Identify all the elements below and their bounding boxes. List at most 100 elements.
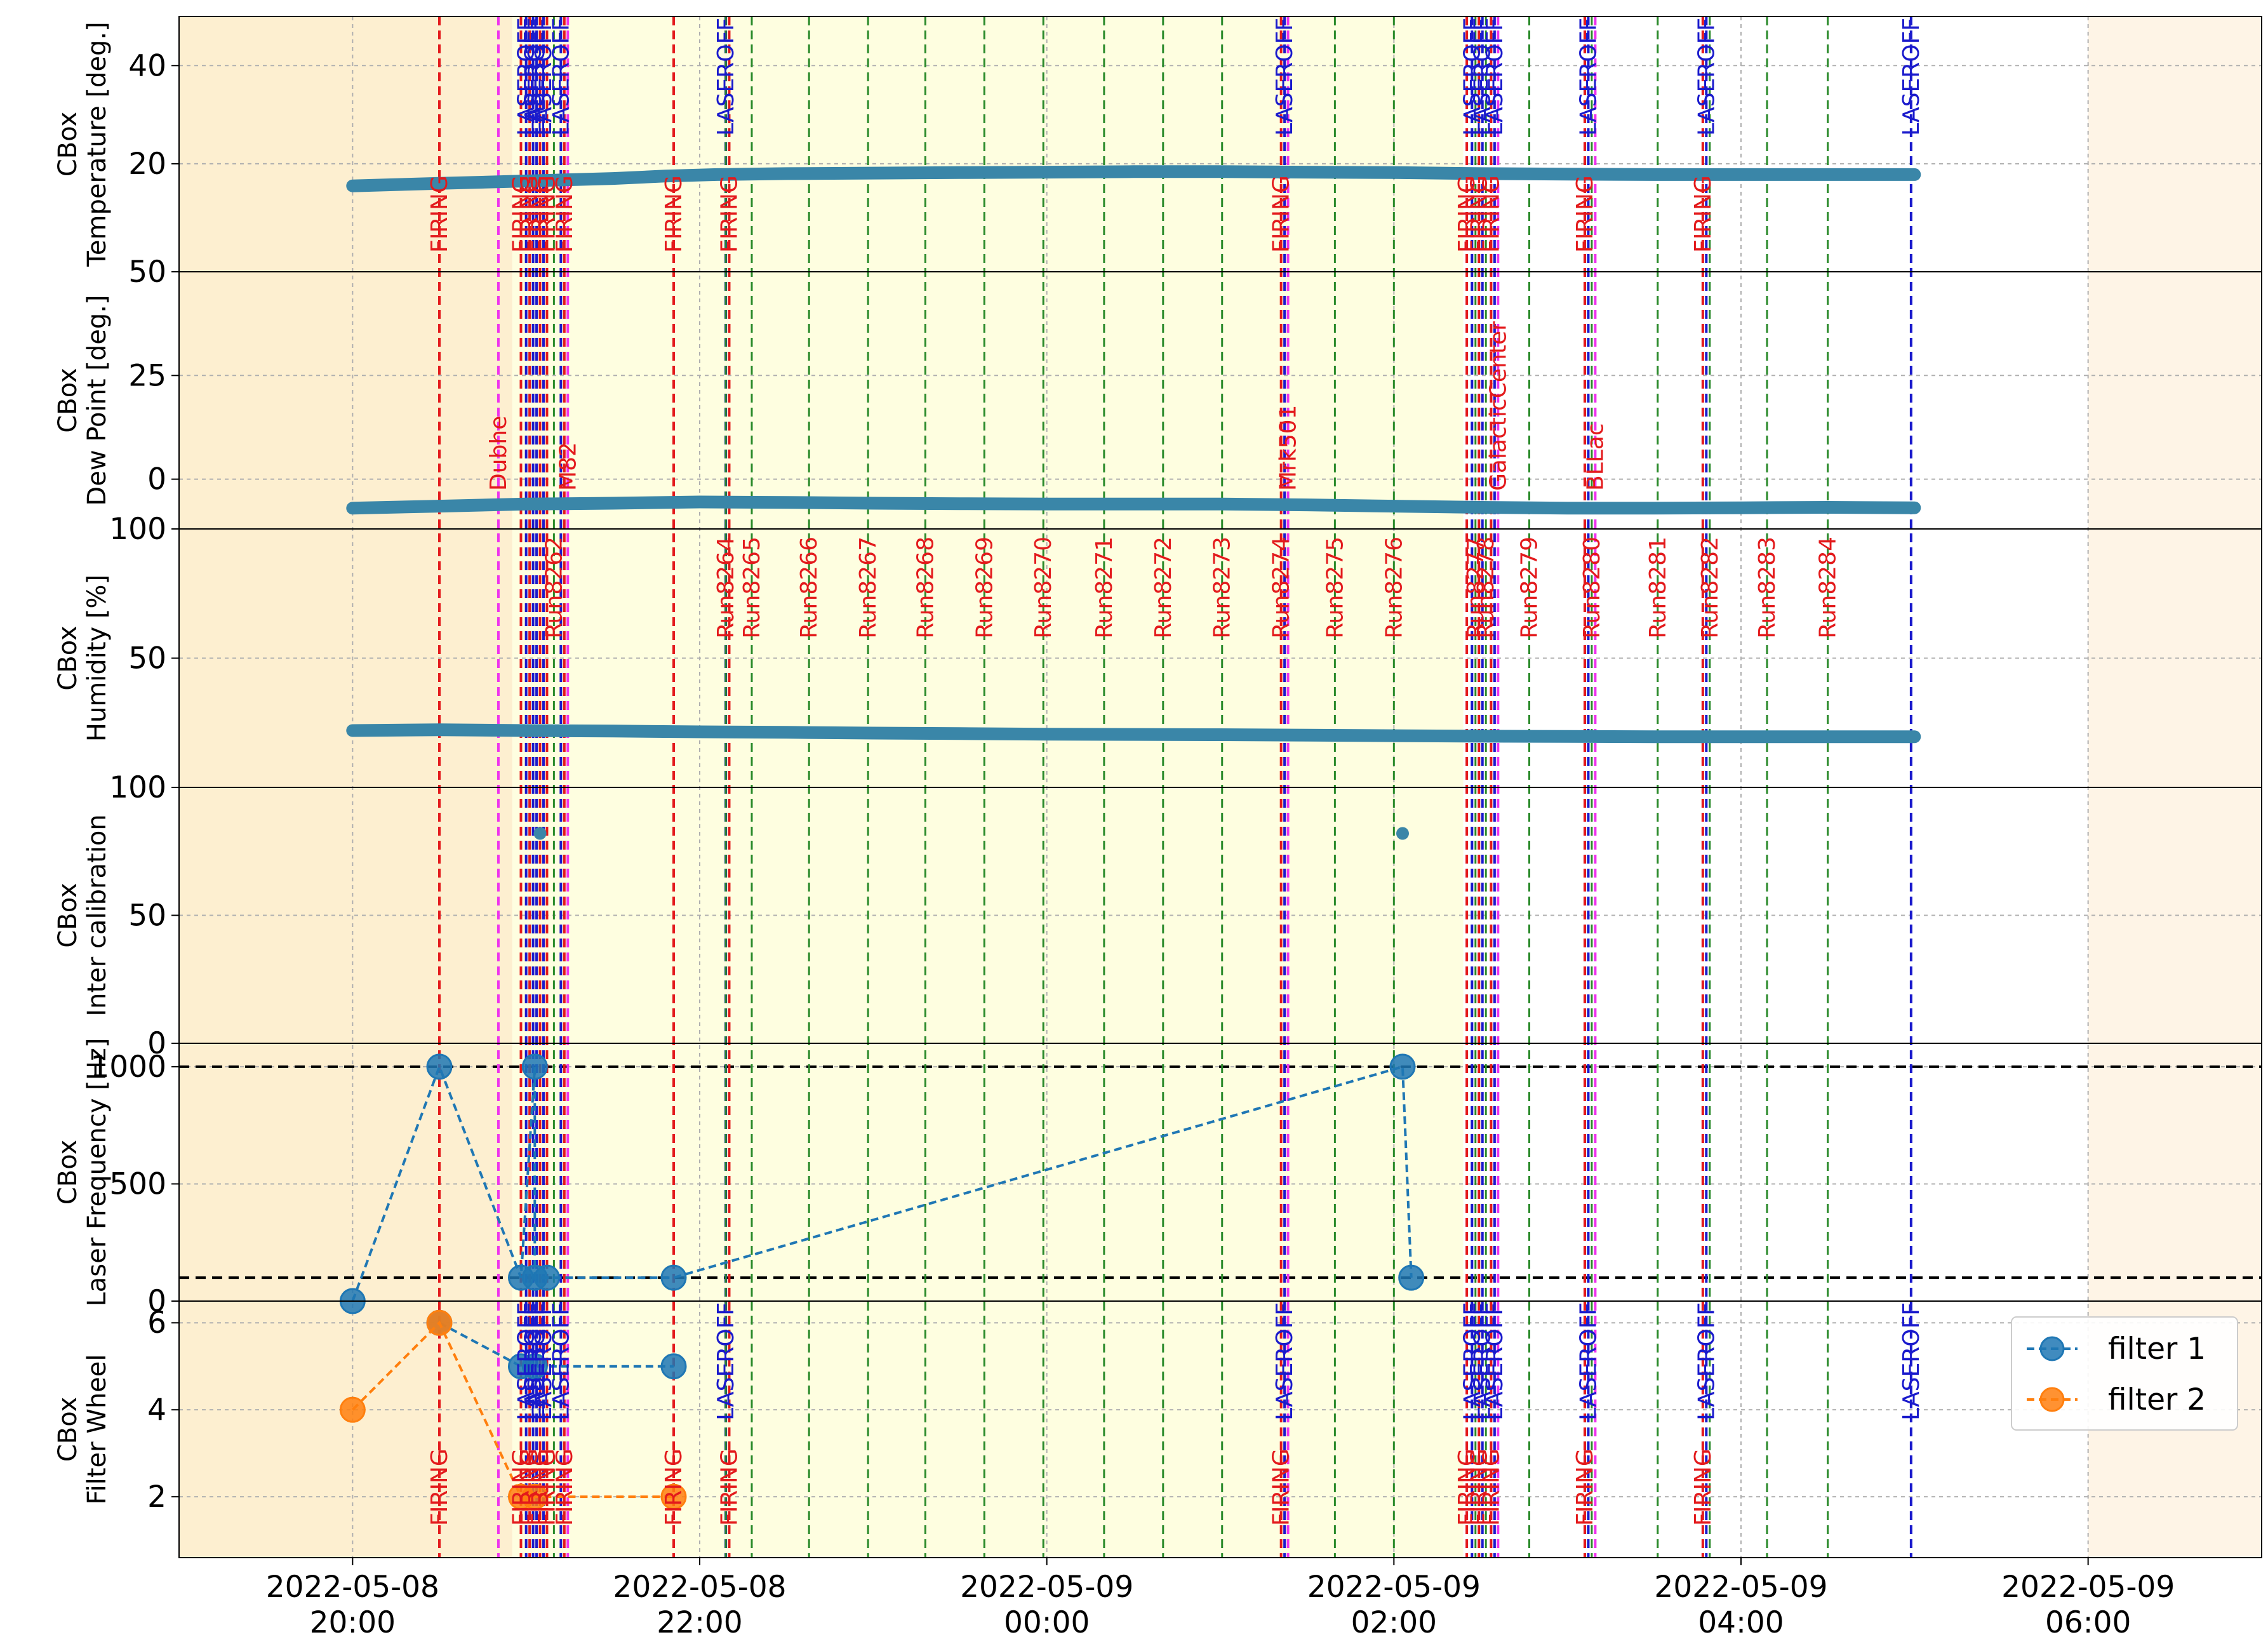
laseroff-label: LASEROFF [1693,18,1719,136]
tick-labels: 20400255050100050100050010002462022-05-0… [90,48,2175,1637]
laseroff-label: LASEROFF [521,1302,547,1420]
firing-label: FIRING [508,1448,534,1526]
run-label: Run8267 [855,537,881,639]
run-label: Run8265 [739,537,765,639]
y-axis-label-line: CBox [53,1397,83,1462]
y-axis-label-line: CBox [53,883,83,947]
legend-marker [2039,1387,2065,1412]
y-tick-label: 0 [147,462,166,497]
firing-label: FIRING [427,1448,453,1526]
x-tick-label: 02:00 [1351,1605,1437,1637]
firing-label: FIRING [1572,1448,1598,1526]
data-point [533,1264,560,1291]
laseroff-label: LASEROFF [1459,1302,1485,1420]
laseroff-label: LASEROFF [1898,18,1924,136]
y-tick-label: 4 [147,1393,166,1427]
legend-marker [2039,1336,2065,1361]
legend-label: filter 2 [2108,1382,2206,1417]
firing-label: FIRING [552,175,578,253]
data-point [1396,827,1409,840]
source-label: M82 [555,442,581,491]
y-axis-label-line: Dew Point [deg.] [83,295,112,505]
y-axis-label-line: Laser Frequency [Hz] [83,1038,112,1306]
run-label: Run8268 [912,537,938,639]
firing-label: FIRING [1690,175,1716,253]
data-point [660,1483,687,1510]
run-label: Run8269 [971,537,997,639]
data-point [660,1353,687,1380]
run-label: Run8282 [1697,537,1723,639]
series-band-hum [346,723,1921,744]
run-label: Run8281 [1645,537,1671,639]
laseroff-label: LASEROFF [713,18,739,136]
legend-label: filter 1 [2108,1332,2206,1366]
laseroff-label: LASEROFF [548,18,574,136]
firing-label: FIRING [427,175,453,253]
y-axis-label-line: Filter Wheel [83,1354,112,1504]
legend: filter 1 filter 2 [2011,1316,2238,1431]
data-point [660,1264,687,1291]
firing-label: FIRING [1269,1448,1295,1526]
run-label: Run8284 [1815,537,1841,639]
run-label: Run8271 [1091,537,1117,639]
y-tick-label: 0 [147,1026,166,1061]
y-tick-label: 50 [128,899,166,933]
firing-label: FIRING [552,1448,578,1526]
x-tick-label: 2022-05-09 [2001,1570,2175,1605]
firing-label: FIRING [517,175,543,253]
laseroff-label: LASEROFF [1272,1302,1298,1420]
run-label: Run8278 [1473,537,1499,639]
y-axis-label-line: Temperature [deg.] [83,22,112,267]
firing-label: FIRING [534,175,560,253]
laseroff-label: LASEROFF [1470,18,1496,136]
laseroff-label: LASEROFF [524,18,550,136]
data-point [1398,1264,1425,1291]
data-point [521,1053,548,1080]
laseroff-label: LASEROFF [1898,1302,1924,1420]
firing-label: FIRING [534,1448,560,1526]
y-axis-label: CBox Humidity [%] [53,575,112,742]
panel-frame [178,1300,2262,1558]
firing-label: FIRING [1269,175,1295,253]
run-label: Run8276 [1381,537,1407,639]
firing-label: FIRING [1478,1448,1504,1526]
run-label: Run8280 [1579,537,1605,639]
source-label: Dubhe [486,416,512,491]
x-tick-label: 00:00 [1004,1605,1090,1637]
y-axis-label-line: CBox [53,1140,83,1205]
y-tick-label: 25 [128,358,166,393]
run-label: Run8275 [1322,537,1348,639]
x-tick-label: 04:00 [1698,1605,1784,1637]
marker-labels: FIRINGFIRINGDubheFIRINGFIRINGLASEROFFLAS… [427,18,1924,1526]
laseroff-label: LASEROFF [1459,18,1485,136]
axes [171,16,2262,1565]
firing-label: FIRING [1572,175,1598,253]
laseroff-label: LASEROFF [514,18,540,136]
firing-label: FIRING [528,175,554,253]
firing-label: FIRING [517,1448,543,1526]
data-point [339,1396,366,1423]
y-tick-label: 50 [128,255,166,290]
data-point [1389,1053,1416,1080]
series-band-temp [346,165,1921,192]
laseroff-label: LASEROFF [1575,1302,1601,1420]
run-label: Run8283 [1754,537,1780,639]
source-label: Mrk501 [1276,405,1302,491]
firing-label: FIRING [661,1448,687,1526]
axis-labels: CBox Temperature [deg.] CBox Dew Point [deg… [53,22,112,1504]
y-tick-label: 50 [128,641,166,676]
y-axis-label: CBox Inter calibration [53,814,112,1016]
y-axis-label-line: Inter calibration [83,814,112,1016]
laseroff-label: LASEROFF [531,1302,557,1420]
run-label: Run8273 [1210,537,1236,639]
legend-box [2011,1316,2238,1431]
run-label: Run8266 [796,537,822,639]
run-label: Run8262 [541,537,567,639]
run-label: Run8264 [713,537,739,639]
firing-label: FIRING [1454,1448,1480,1526]
data-point [521,1353,548,1380]
data-point [426,1053,453,1080]
laseroff-label: LASEROFF [1272,18,1298,136]
series-band-dew [346,495,1921,515]
